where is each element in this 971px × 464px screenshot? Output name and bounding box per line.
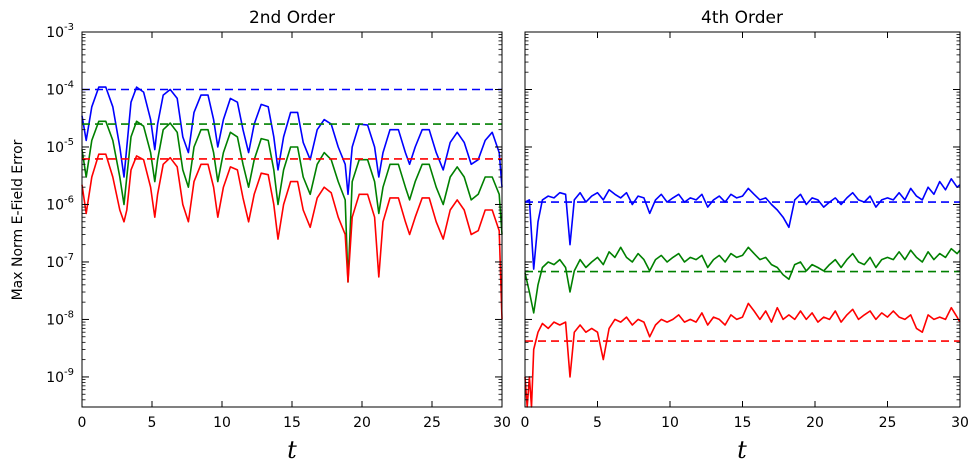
y-tick-label: 10-4 [46, 79, 74, 98]
y-axis-label: Max Norm E-Field Error [10, 139, 26, 300]
series-line-2 [524, 302, 961, 408]
x-tick-label: 20 [806, 415, 824, 431]
y-tick-label: 10-5 [46, 137, 74, 156]
x-tick-label: 20 [353, 415, 371, 431]
series-line-0 [81, 86, 503, 196]
series-layer [524, 178, 961, 408]
y-tick-label: 10-7 [46, 252, 74, 271]
x-tick-label: 25 [423, 415, 441, 431]
panel-title: 2nd Order [249, 8, 335, 28]
ticks-layer: 0 5 10 15 20 25 30 10-9 10-8 10-7 10-6 10-5 10-4 10-3 [46, 22, 511, 431]
x-tick-label: 25 [879, 415, 897, 431]
x-tick-label: 30 [493, 415, 511, 431]
panel-4th-order: 4th Order 0 5 10 15 20 25 30 t [521, 8, 969, 464]
series-line-1 [81, 120, 503, 283]
series-layer [81, 86, 503, 320]
x-axis-label: t [287, 436, 297, 464]
ticks-layer: 0 5 10 15 20 25 30 [521, 31, 969, 431]
x-tick-label: 0 [521, 415, 530, 431]
y-tick-label: 10-9 [46, 367, 74, 386]
plot-frame [524, 31, 961, 408]
series-line-2 [81, 153, 503, 320]
panel-title: 4th Order [701, 8, 783, 28]
y-tick-label: 10-8 [46, 309, 74, 328]
x-tick-label: 15 [283, 415, 301, 431]
x-tick-label: 5 [148, 415, 157, 431]
x-tick-label: 15 [734, 415, 752, 431]
y-tick-label: 10-6 [46, 194, 74, 213]
series-line-0 [524, 178, 961, 270]
x-tick-label: 10 [213, 415, 231, 431]
x-tick-label: 5 [593, 415, 602, 431]
plot-frame [81, 31, 503, 408]
panel-2nd-order: 2nd Order 0 5 10 15 20 25 30 10-9 10-8 10-7 10-6 10… [10, 8, 511, 464]
x-tick-label: 10 [661, 415, 679, 431]
x-tick-label: 30 [951, 415, 969, 431]
series-line-1 [524, 246, 961, 314]
x-axis-label: t [737, 436, 747, 464]
x-tick-label: 0 [78, 415, 87, 431]
y-tick-label: 10-3 [46, 22, 74, 41]
